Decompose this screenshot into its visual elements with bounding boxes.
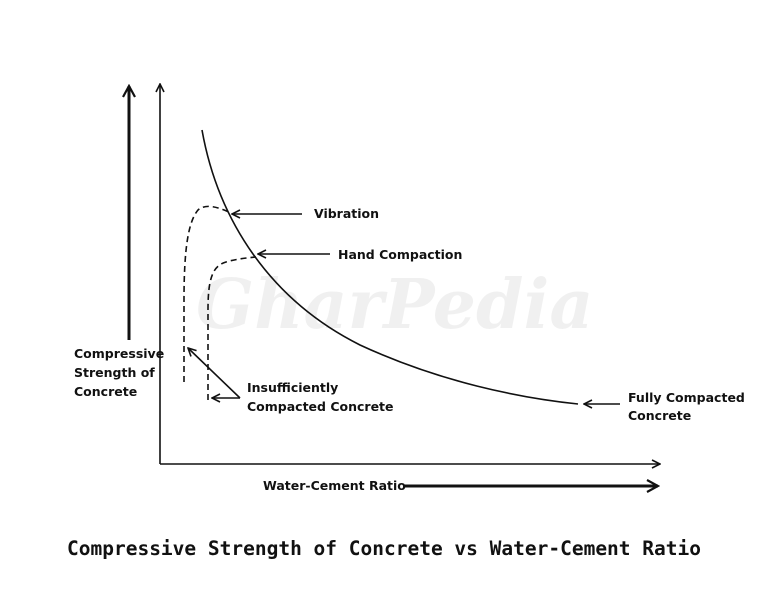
fully-compacted-label-line2: Concrete xyxy=(628,408,691,423)
y-axis-label-line1: Compressive xyxy=(74,346,164,361)
diagram-title: Compressive Strength of Concrete vs Wate… xyxy=(67,537,701,560)
hand-compaction-label: Hand Compaction xyxy=(338,247,462,262)
hand-compaction-dashed-curve xyxy=(207,256,257,400)
x-axis-label: Water-Cement Ratio xyxy=(263,478,406,493)
fully-compacted-curve xyxy=(201,129,579,405)
watermark-text: GharPedia xyxy=(196,265,593,345)
y-axis-label-line2: Strength of xyxy=(74,365,155,380)
y-axis-label-line3: Concrete xyxy=(74,384,137,399)
insufficient-arrow-upper xyxy=(188,348,241,399)
insufficient-label-line2: Compacted Concrete xyxy=(247,399,394,414)
vibration-dashed-curve xyxy=(183,205,230,382)
fully-compacted-label-line1: Fully Compacted xyxy=(628,390,745,405)
vibration-label: Vibration xyxy=(314,206,379,221)
insufficient-label-line1: Insufficiently xyxy=(247,380,338,395)
